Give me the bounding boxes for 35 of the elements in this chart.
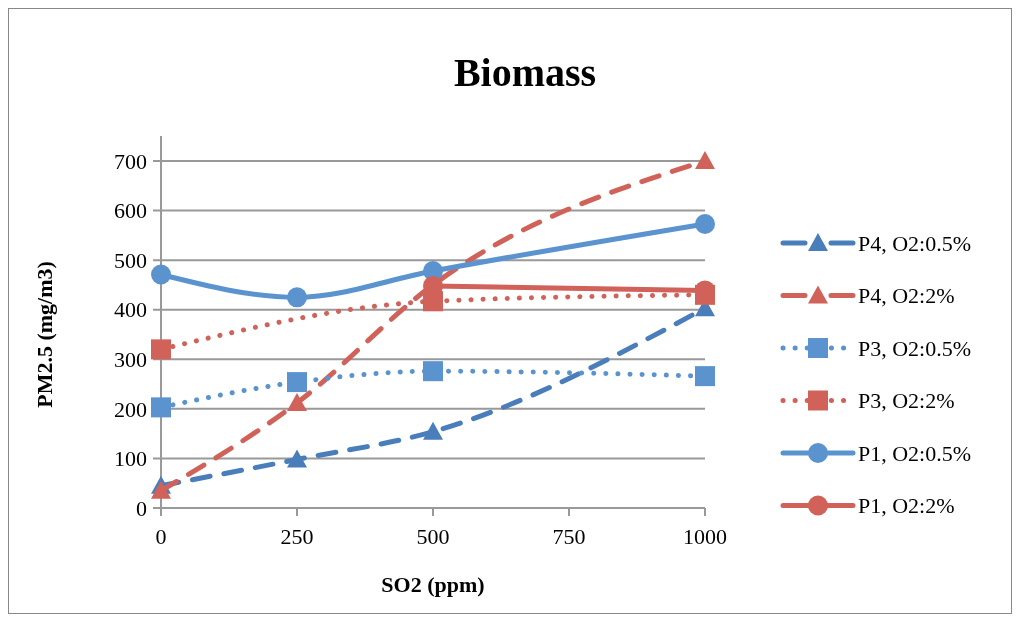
point bbox=[287, 372, 307, 393]
y-tick-label: 400 bbox=[114, 297, 147, 323]
legend-label: P4, O2:0.5% bbox=[858, 230, 972, 256]
point bbox=[695, 151, 715, 169]
point bbox=[423, 421, 443, 440]
legend-label: P4, O2:2% bbox=[858, 283, 955, 309]
point bbox=[151, 480, 171, 499]
x-tick-label: 1000 bbox=[683, 524, 727, 549]
y-tick-label: 300 bbox=[114, 346, 147, 372]
y-tick-label: 700 bbox=[114, 148, 147, 174]
point bbox=[695, 366, 715, 387]
legend-label: P1, O2:2% bbox=[858, 493, 955, 519]
y-axis-title: PM2.5 (mg/m3) bbox=[32, 261, 57, 408]
y-tick-label: 600 bbox=[114, 198, 147, 224]
point bbox=[151, 397, 171, 418]
x-tick-label: 0 bbox=[155, 524, 167, 549]
y-tick-label: 0 bbox=[136, 495, 147, 521]
legend-label: P1, O2:0.5% bbox=[858, 440, 972, 466]
x-tick-label: 750 bbox=[552, 524, 586, 549]
x-tick-label: 500 bbox=[416, 524, 450, 549]
point bbox=[695, 213, 715, 234]
x-axis-title: SO2 (ppm) bbox=[381, 572, 485, 597]
y-tick-label: 200 bbox=[114, 396, 147, 422]
point bbox=[151, 339, 171, 360]
chart-title: Biomass bbox=[453, 50, 597, 95]
legend-label: P3, O2:0.5% bbox=[858, 335, 972, 361]
legend-label: P3, O2:2% bbox=[858, 388, 955, 414]
x-tick-label: 250 bbox=[280, 524, 314, 549]
point bbox=[423, 361, 443, 382]
point bbox=[287, 392, 307, 411]
y-tick-label: 500 bbox=[114, 247, 147, 273]
point bbox=[151, 264, 171, 285]
point bbox=[287, 287, 307, 308]
y-tick-label: 100 bbox=[114, 446, 147, 472]
point bbox=[287, 449, 307, 468]
